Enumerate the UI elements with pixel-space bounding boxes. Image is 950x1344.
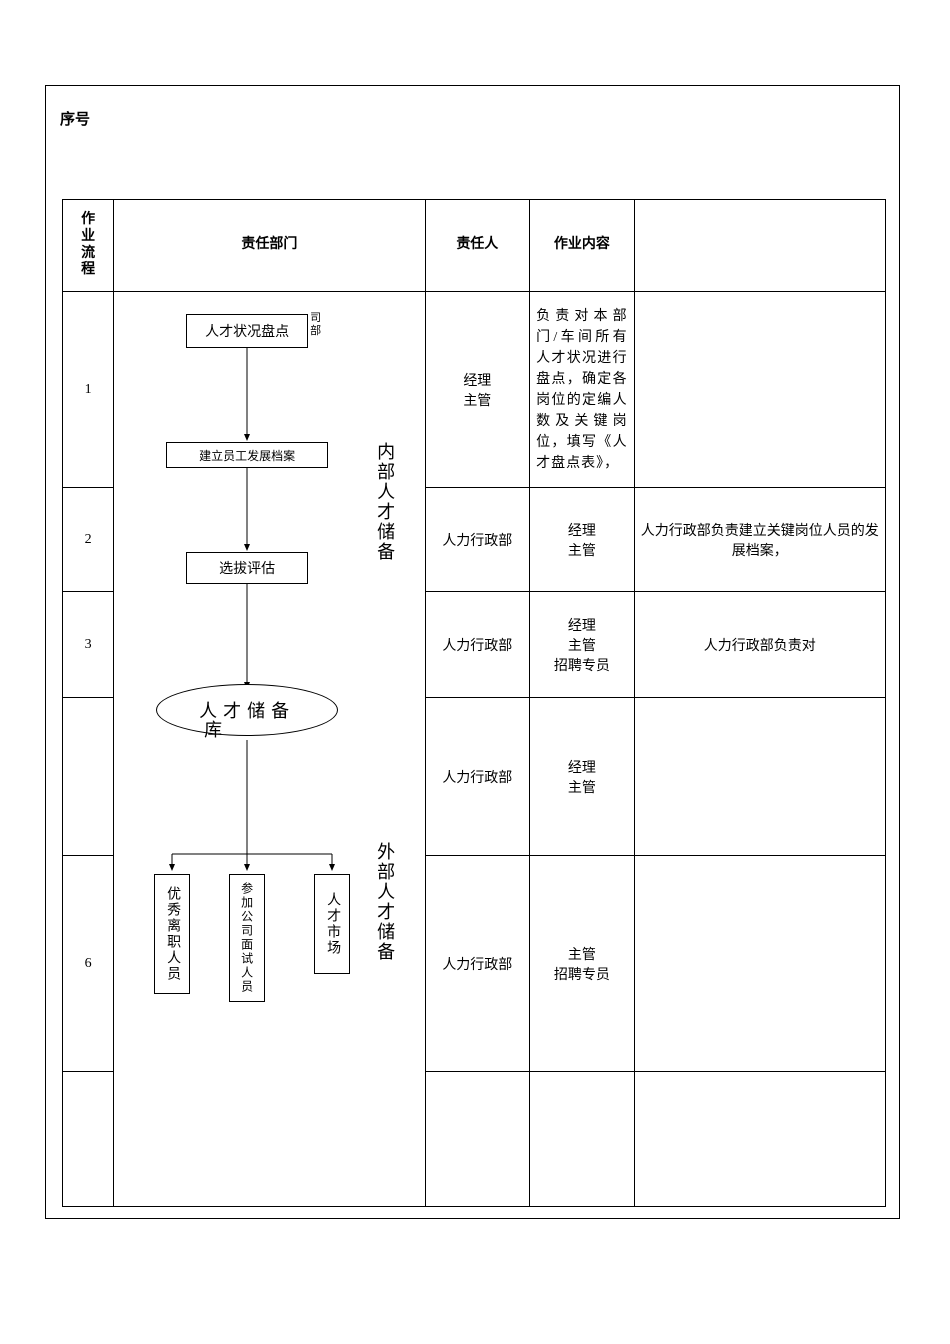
flowchart: 人才状况盘点 司部 建立员工发展档案 选拔评估 人才储备 库 优秀离职人员 参加… [114,292,394,1168]
oval-talent-pool: 人才储备 [156,684,338,736]
dept-cell: 人力行政部 [425,592,530,698]
step-number [63,1072,114,1207]
side-label-internal: 内部人才储备 [372,442,398,567]
node-talent-review: 人才状况盘点 [186,314,308,348]
table-header-row: 作 业 流 程 责任部门 责任人 作业内容 [63,200,886,292]
content-cell [634,698,885,856]
step-number [63,698,114,856]
person-cell: 经理主管招聘专员 [530,592,635,698]
side-label-external: 外部人才储备 [372,842,398,967]
content-cell [634,856,885,1072]
header-dept: 责任部门 [114,200,425,292]
leaf-right: 人才市场 [314,874,350,974]
header-content: 作业内容 [530,200,635,292]
flowchart-cell: 人才状况盘点 司部 建立员工发展档案 选拔评估 人才储备 库 优秀离职人员 参加… [114,292,425,1207]
content-cell: 人力行政部负责建立关键岗位人员的发展档案， [634,488,885,592]
person-cell [530,1072,635,1207]
node1-side-label: 司部 [310,312,321,338]
step-number: 2 [63,488,114,592]
serial-number-header: 序号 [60,108,90,129]
node-select-eval: 选拔评估 [186,552,308,584]
person-cell: 经理主管 [530,488,635,592]
node-dev-profile: 建立员工发展档案 [166,442,328,468]
person-cell: 主管招聘专员 [530,856,635,1072]
header-empty [634,200,885,292]
dept-cell [425,1072,530,1207]
step-number: 6 [63,856,114,1072]
dept-cell: 人力行政部 [425,698,530,856]
content-cell: 人力行政部负责对 [634,592,885,698]
dept-cell: 人力行政部 [425,488,530,592]
dept-cell: 人力行政部 [425,856,530,1072]
step-number: 1 [63,292,114,488]
leaf-left: 优秀离职人员 [154,874,190,994]
workflow-table: 作 业 流 程 责任部门 责任人 作业内容 1 [62,199,886,1207]
content-cell [634,1072,885,1207]
leaf-mid: 参加公司面试人员 [229,874,265,1002]
step-number: 3 [63,592,114,698]
person-cell: 负责对本部门/车间所有人才状况进行盘点，确定各岗位的定编人数及关键岗位，填写《人… [530,292,635,488]
table-row: 1 人才状况盘点 [63,292,886,488]
header-person: 责任人 [425,200,530,292]
person-cell: 经理主管 [530,698,635,856]
oval-talent-pool-sub: 库 [204,716,226,742]
content-cell [634,292,885,488]
dept-cell: 经理主管 [425,292,530,488]
header-step: 作 业 流 程 [63,200,114,292]
